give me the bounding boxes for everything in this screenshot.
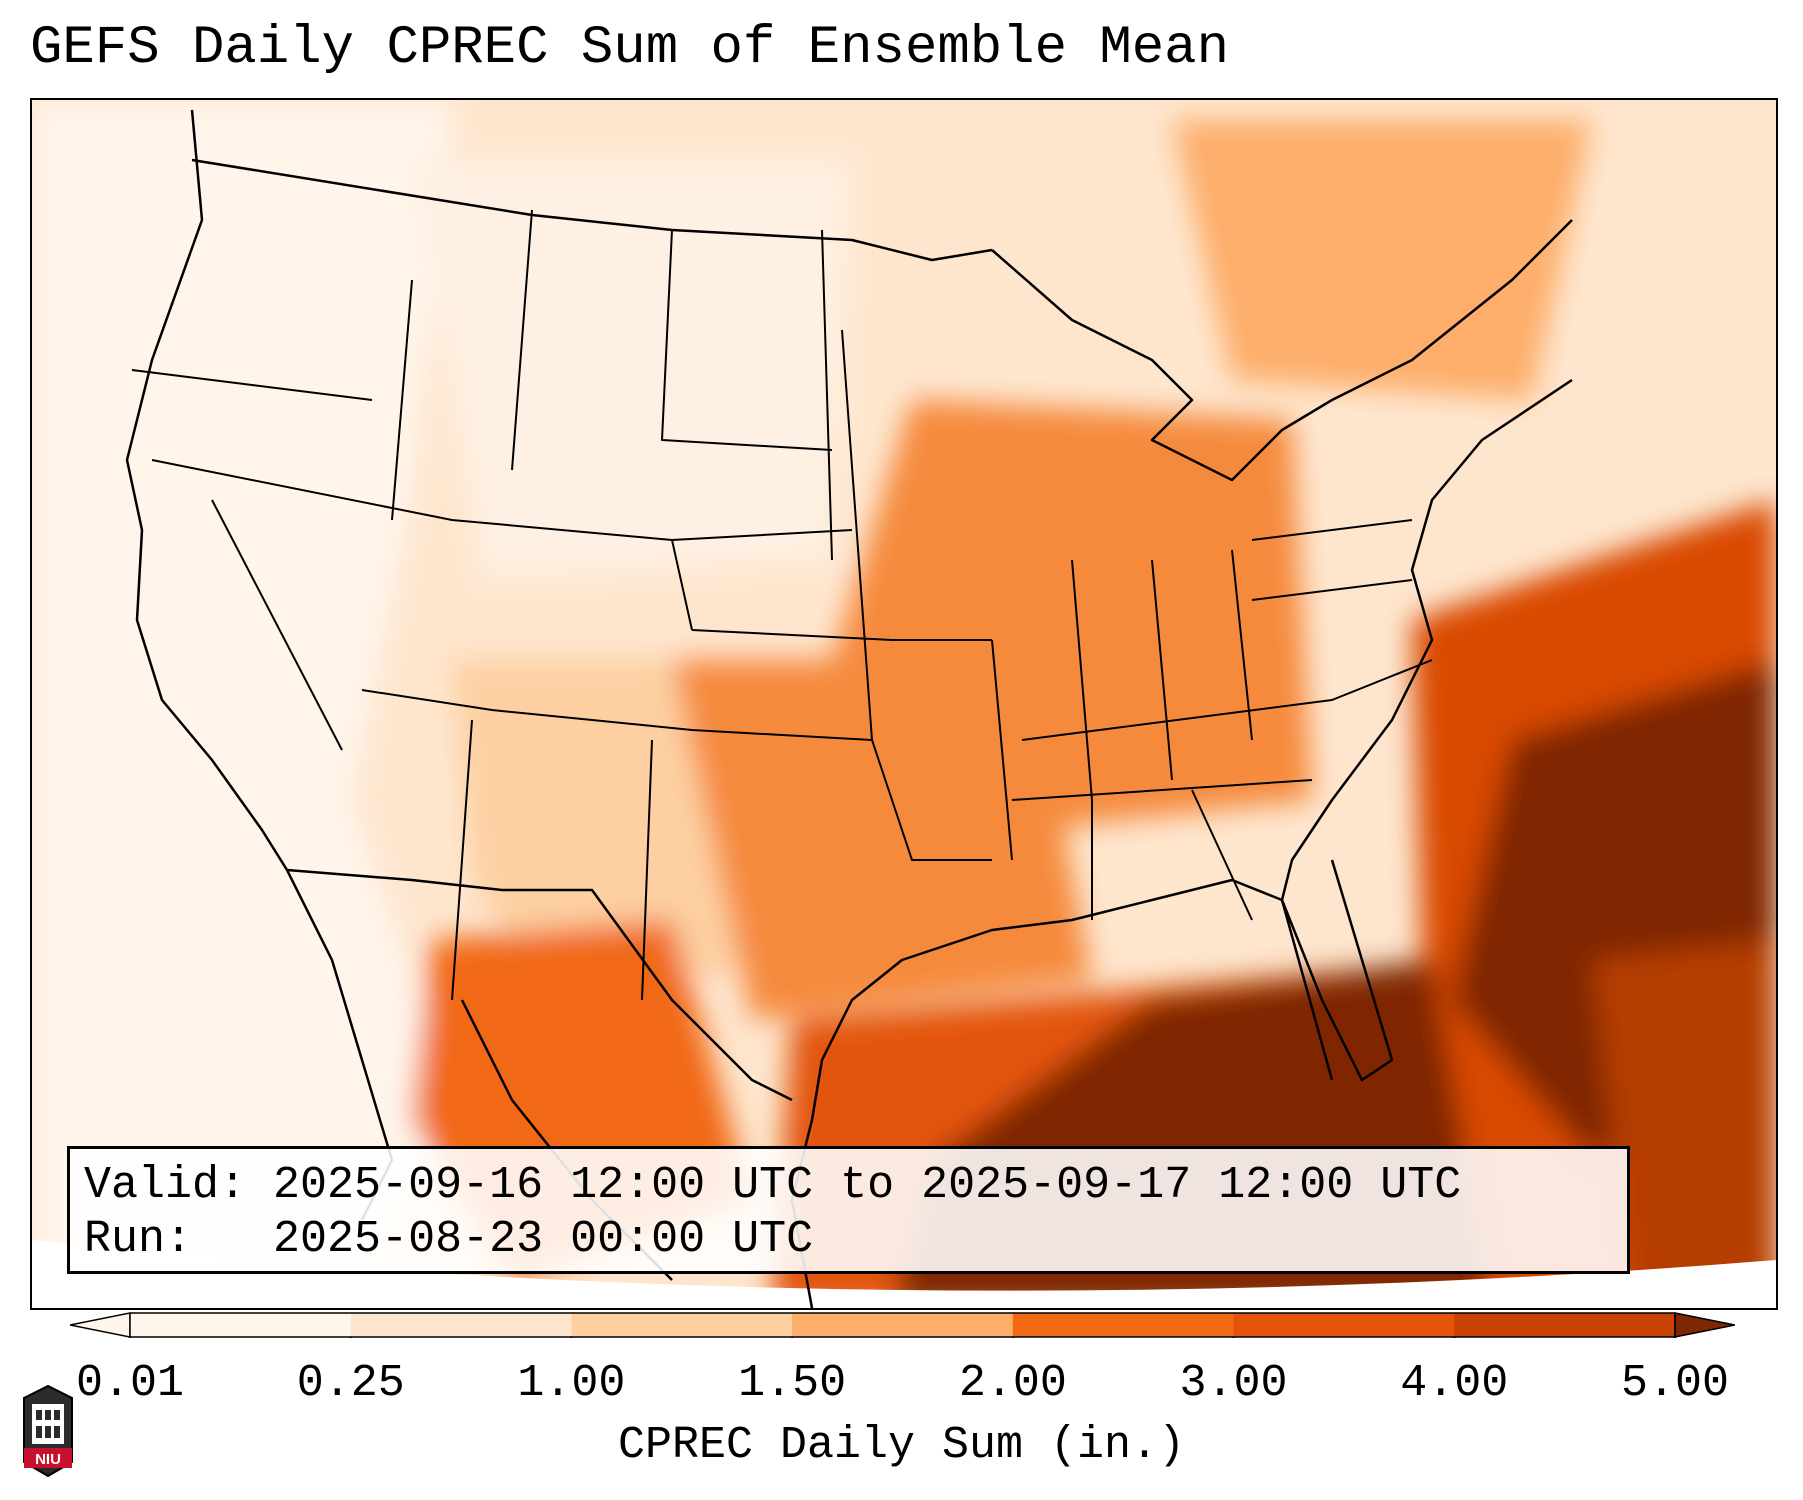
colorbar-segment — [130, 1313, 352, 1337]
colorbar-segment — [792, 1313, 1014, 1337]
mexico-border — [286, 868, 793, 1102]
great-lakes — [991, 219, 1573, 482]
colorbar-tick-label: 5.00 — [1620, 1358, 1730, 1409]
colorbar-tick-label: 0.01 — [75, 1358, 185, 1409]
valid-run-info-box: Valid: 2025-09-16 12:00 UTC to 2025-09-1… — [67, 1146, 1630, 1274]
florida — [1280, 859, 1394, 1082]
run-value: 2025-08-23 00:00 UTC — [273, 1214, 814, 1265]
valid-label: Valid: — [84, 1160, 247, 1211]
run-label: Run: — [84, 1214, 193, 1265]
colorbar-tick-label: 0.25 — [296, 1358, 405, 1409]
colorbar-segment — [1454, 1313, 1676, 1337]
canada-us-border — [191, 158, 993, 262]
east-coastline — [1280, 378, 1573, 1081]
colorbar-segment — [350, 1313, 572, 1337]
precipitation-map — [32, 100, 1776, 1308]
colorbar-tick-label: 1.00 — [517, 1358, 626, 1409]
colorbar-segment — [571, 1313, 793, 1337]
colorbar — [70, 1312, 1735, 1338]
colorbar-tick-label: 1.50 — [738, 1358, 847, 1409]
west-coastline — [125, 109, 289, 871]
valid-value: 2025-09-16 12:00 UTC to 2025-09-17 12:00… — [273, 1160, 1462, 1211]
colorbar-extend-high — [1674, 1312, 1735, 1338]
colorbar-segment — [1233, 1313, 1455, 1337]
colorbar-segment — [1012, 1313, 1235, 1337]
colorbar-tick-label: 2.00 — [958, 1358, 1067, 1409]
niu-logo-icon: NIU — [23, 1384, 73, 1478]
colorbar-frame — [129, 1312, 1676, 1338]
state-borders — [131, 209, 1433, 1001]
logo-text: NIU — [35, 1451, 61, 1468]
page-title: GEFS Daily CPREC Sum of Ensemble Mean — [30, 18, 1229, 79]
map-panel — [30, 98, 1778, 1310]
colorbar-label: CPREC Daily Sum (in.) — [617, 1420, 1186, 1471]
colorbar-tick-label: 3.00 — [1179, 1358, 1288, 1409]
colorbar-extend-low — [70, 1312, 131, 1338]
colorbar-tick-label: 4.00 — [1400, 1358, 1509, 1409]
